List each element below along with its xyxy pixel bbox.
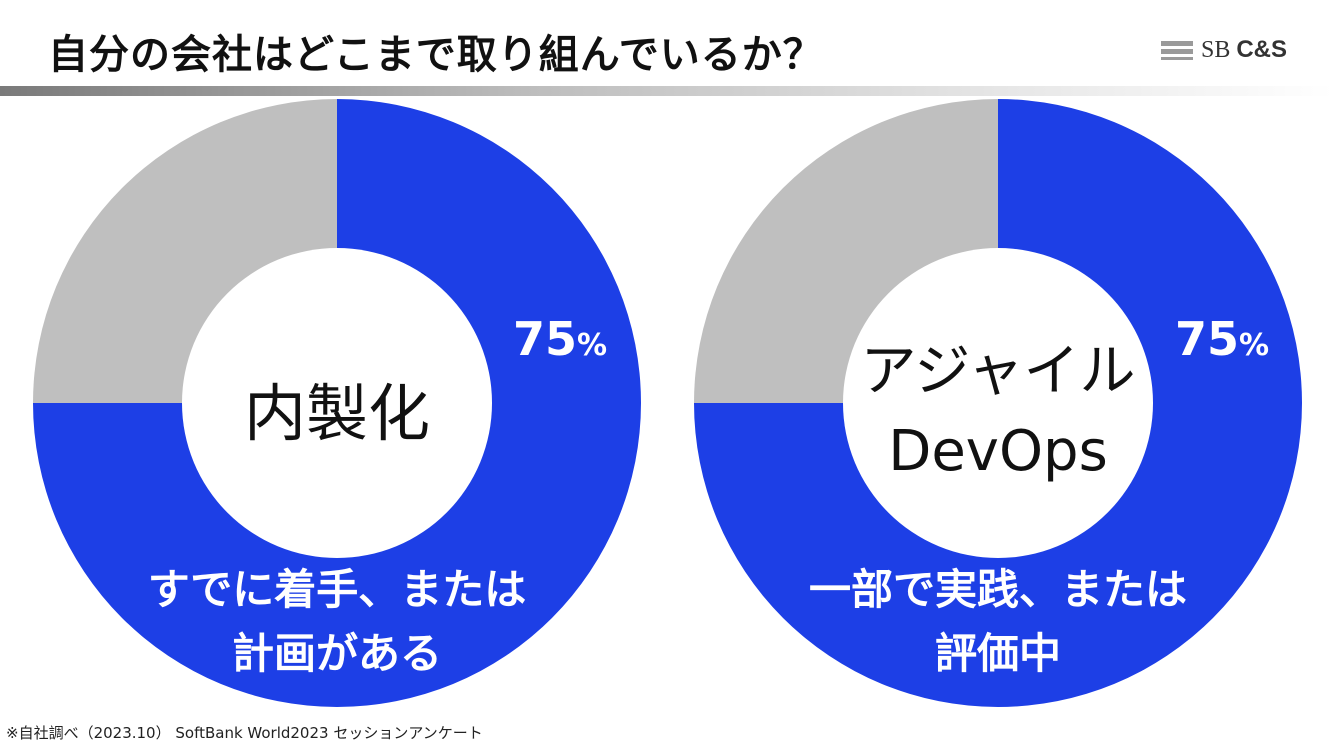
title-divider (0, 86, 1333, 96)
slice-label: 計画がある (232, 629, 442, 678)
slice-label: 評価中 (935, 629, 1061, 678)
slice-label: すでに着手、または (148, 565, 526, 614)
page-title: 自分の会社はどこまで取り組んでいるか？ (48, 32, 824, 78)
center-label: 内製化 (244, 377, 430, 450)
donut-hole (843, 248, 1153, 558)
logo-sb: SB (1200, 37, 1231, 63)
center-label: アジャイル (861, 339, 1136, 404)
footnote: ※自社調べ（2023.10） SoftBank World2023 セッションア… (6, 724, 483, 742)
logo-cs: C&S (1236, 36, 1287, 63)
center-label: DevOps (888, 419, 1108, 484)
logo-text: SB C&S (1201, 36, 1287, 64)
slice-label: 一部で実践、または (809, 565, 1187, 614)
logo-mark-icon (1160, 39, 1193, 61)
company-logo: SB C&S (1160, 36, 1287, 64)
donut-hole (182, 248, 492, 558)
